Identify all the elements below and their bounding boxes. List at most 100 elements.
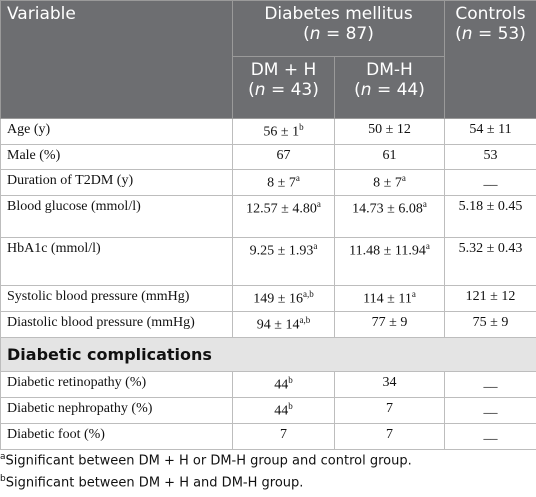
footnotes: aSignificant between DM + H or DM-H grou…	[0, 452, 412, 497]
value-cell: __	[445, 424, 536, 450]
superscript: b	[288, 375, 293, 385]
value-text: 50 ± 12	[368, 122, 411, 137]
value-text: 61	[383, 148, 397, 163]
value-cell: 12.57 ± 4.80a	[233, 196, 335, 238]
value-cell: 5.32 ± 0.43	[445, 238, 536, 286]
header-controls: Controls(n = 53)	[445, 1, 536, 119]
superscript: a	[317, 199, 321, 209]
variable-cell: Diabetic nephropathy (%)	[1, 398, 233, 424]
variable-cell: Blood glucose (mmol/l)	[1, 196, 233, 238]
value-cell: 54 ± 11	[445, 119, 536, 145]
table-row: Diabetic foot (%) 7 7 __	[1, 424, 536, 450]
header-group: Diabetes mellitus(n = 87)	[233, 1, 445, 57]
value-cell: 114 ± 11a	[335, 286, 445, 312]
subgroup-count: (n = 43)	[239, 80, 328, 100]
table-row: Systolic blood pressure (mmHg) 149 ± 16a,…	[1, 286, 536, 312]
count-part: (	[248, 80, 255, 100]
value-text: 54 ± 11	[469, 122, 511, 137]
variable-cell: Diabetic foot (%)	[1, 424, 233, 450]
group-label: Diabetes mellitus	[239, 4, 438, 24]
value-text: 8 ± 7	[373, 176, 402, 191]
value-cell: 56 ± 1b	[233, 119, 335, 145]
superscript: a	[426, 241, 430, 251]
count-part: = 43)	[266, 80, 319, 100]
value-text: 5.32 ± 0.43	[459, 241, 523, 256]
group-count: (n = 87)	[239, 24, 438, 44]
subgroup-count: (n = 44)	[341, 80, 438, 100]
count-part: (	[455, 24, 462, 44]
data-table: Variable Diabetes mellitus(n = 87) Contr…	[0, 0, 536, 450]
value-text: __	[484, 401, 498, 416]
value-cell: __	[445, 398, 536, 424]
subgroup-label: DM + H	[239, 60, 328, 80]
superscript: b	[288, 401, 293, 411]
variable-cell: Systolic blood pressure (mmHg)	[1, 286, 233, 312]
value-cell: 94 ± 14a,b	[233, 312, 335, 338]
footnote-text: Significant between DM + H or DM-H group…	[6, 453, 412, 468]
variable-cell: Diastolic blood pressure (mmHg)	[1, 312, 233, 338]
value-text: 121 ± 12	[466, 289, 516, 304]
value-cell: 67	[233, 145, 335, 170]
superscript: a	[296, 173, 300, 183]
footnote: bSignificant between DM + H and DM-H gro…	[0, 474, 412, 490]
value-cell: __	[445, 372, 536, 398]
superscript: b	[299, 122, 304, 132]
value-text: 56 ± 1	[263, 125, 299, 140]
count-part: n	[255, 80, 266, 100]
controls-label: Controls	[451, 4, 530, 24]
footnote-text: Significant between DM + H and DM-H grou…	[6, 476, 304, 491]
value-text: 75 ± 9	[473, 315, 509, 330]
value-cell: 50 ± 12	[335, 119, 445, 145]
value-text: __	[484, 427, 498, 442]
value-text: 9.25 ± 1.93	[250, 244, 314, 259]
value-text: 34	[383, 375, 397, 390]
value-text: 149 ± 16	[253, 292, 303, 307]
value-text: 77 ± 9	[372, 315, 408, 330]
value-cell: 121 ± 12	[445, 286, 536, 312]
value-cell: 7	[233, 424, 335, 450]
superscript: a	[412, 289, 416, 299]
superscript: a,b	[303, 289, 314, 299]
value-text: 7	[386, 427, 393, 442]
value-cell: 53	[445, 145, 536, 170]
table-row: Diabetic retinopathy (%) 44b 34 __	[1, 372, 536, 398]
value-text: __	[484, 173, 498, 188]
value-cell: 7	[335, 398, 445, 424]
table-row: Diastolic blood pressure (mmHg)94 ± 14a,…	[1, 312, 536, 338]
value-text: 94 ± 14	[257, 318, 300, 333]
value-cell: 44b	[233, 398, 335, 424]
count-part: (	[303, 24, 310, 44]
value-cell: 8 ± 7a	[233, 170, 335, 196]
controls-count: (n = 53)	[451, 24, 530, 44]
value-text: 8 ± 7	[267, 176, 296, 191]
value-cell: 77 ± 9	[335, 312, 445, 338]
count-part: n	[462, 24, 473, 44]
superscript: a	[313, 241, 317, 251]
value-cell: 5.18 ± 0.45	[445, 196, 536, 238]
value-cell: 34	[335, 372, 445, 398]
value-text: 5.18 ± 0.45	[459, 199, 523, 214]
count-part: = 87)	[321, 24, 374, 44]
variable-cell: HbA1c (mmol/l)	[1, 238, 233, 286]
superscript: a	[423, 199, 427, 209]
count-part: (	[354, 80, 361, 100]
value-text: __	[484, 375, 498, 390]
value-text: 7	[280, 427, 287, 442]
variable-cell: Diabetic retinopathy (%)	[1, 372, 233, 398]
count-part: n	[361, 80, 372, 100]
value-text: 44	[274, 378, 288, 393]
value-text: 14.73 ± 6.08	[352, 202, 423, 217]
value-cell: 7	[335, 424, 445, 450]
superscript: a,b	[299, 315, 310, 325]
value-text: 7	[386, 401, 393, 416]
value-cell: 8 ± 7a	[335, 170, 445, 196]
value-text: 53	[484, 148, 498, 163]
value-cell: 9.25 ± 1.93a	[233, 238, 335, 286]
value-text: 114 ± 11	[363, 292, 412, 307]
value-text: 67	[277, 148, 291, 163]
